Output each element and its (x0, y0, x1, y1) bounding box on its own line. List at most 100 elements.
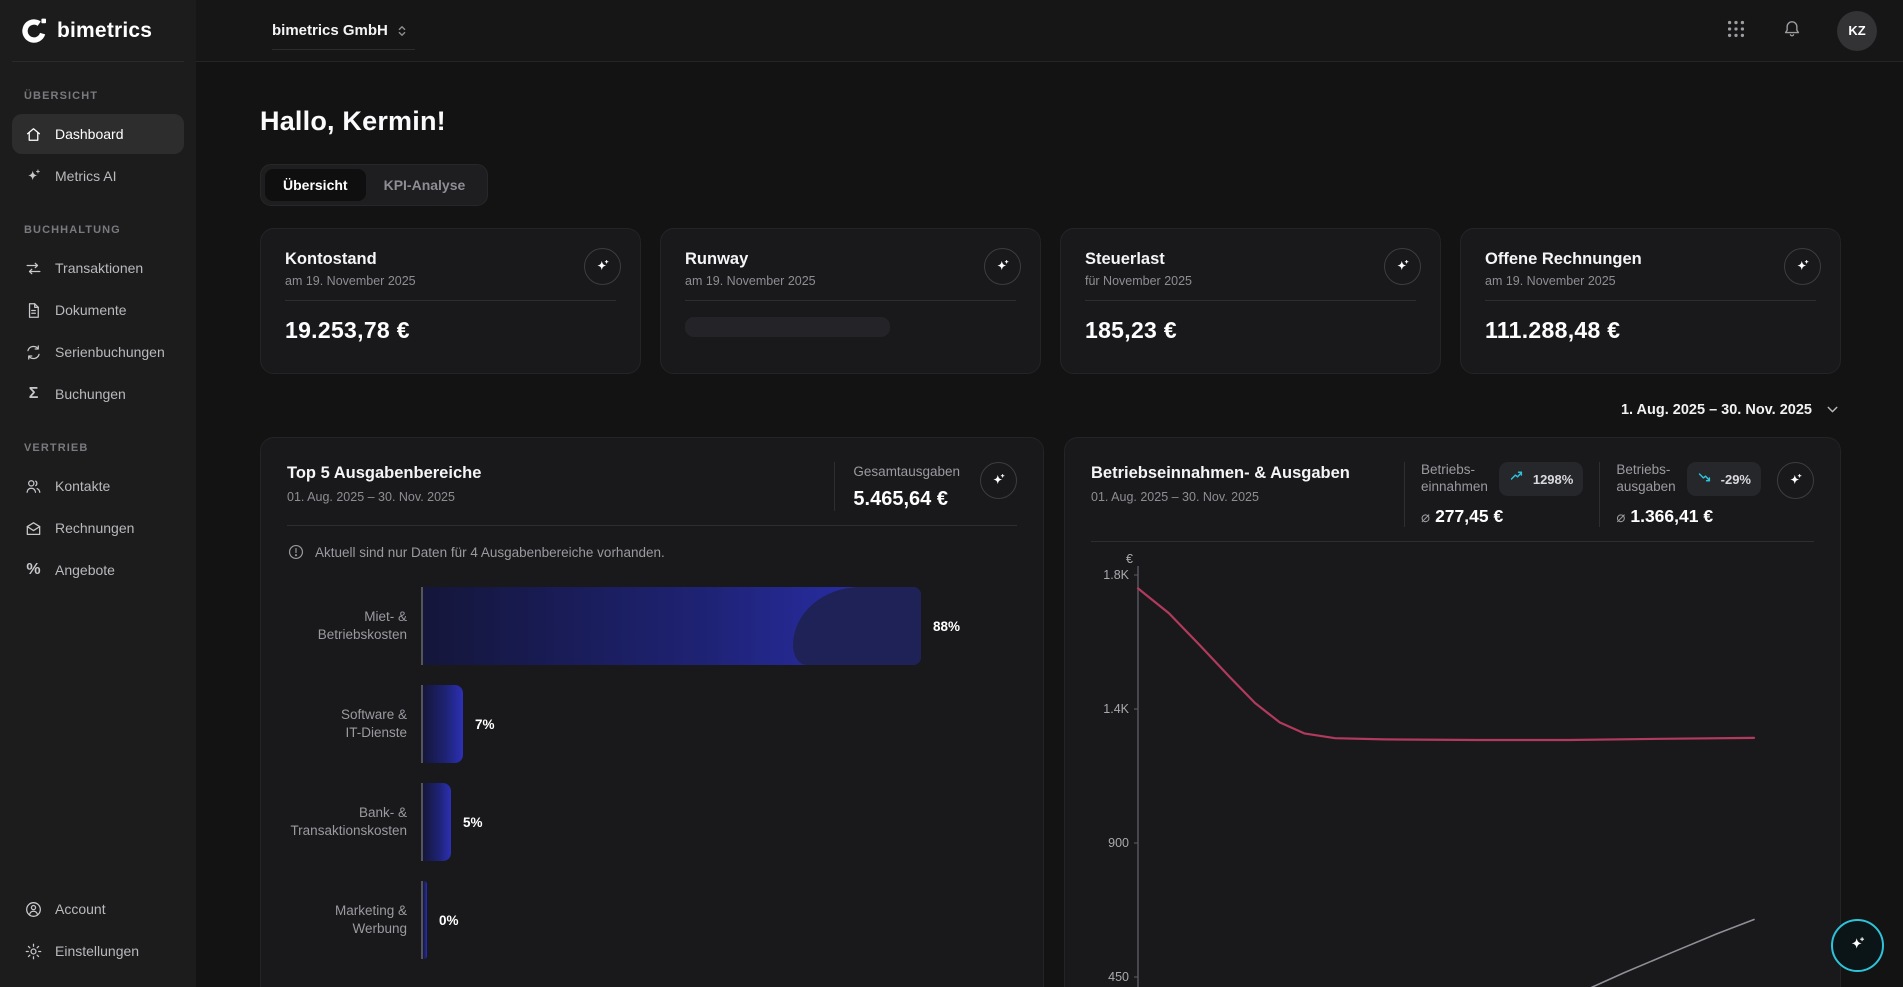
ai-sparkle-button[interactable] (984, 248, 1021, 285)
apps-grid-button[interactable] (1725, 18, 1747, 43)
stat-value: ⌀277,45 € (1421, 506, 1583, 527)
tab-kpi-analyse[interactable]: KPI-Analyse (366, 169, 484, 201)
cashflow-subtitle: 01. Aug. 2025 – 30. Nov. 2025 (1091, 490, 1404, 504)
total-expenses-value: 5.465,64 € (853, 488, 960, 511)
sidebar-item-serienbuchungen[interactable]: Serienbuchungen (12, 332, 184, 372)
y-axis-tick: 450 (1108, 970, 1129, 984)
expenses-title: Top 5 Ausgabenbereiche (287, 464, 834, 483)
bar[interactable] (423, 685, 463, 763)
kpi-value: 111.288,48 € (1485, 317, 1816, 344)
header-divider (1091, 541, 1814, 542)
ai-sparkle-button[interactable] (1384, 248, 1421, 285)
expenses-header: Top 5 Ausgabenbereiche 01. Aug. 2025 – 3… (287, 462, 1017, 511)
bar-row: Bank- &Transaktionskosten 5% (287, 783, 1017, 861)
kpi-divider (1485, 300, 1816, 301)
bar-value-label: 88% (933, 619, 960, 634)
envelope-icon (24, 519, 43, 538)
kpi-divider (685, 300, 1016, 301)
kpi-title: Steuerlast (1085, 250, 1416, 269)
main-area: bimetrics GmbH (196, 0, 1903, 987)
user-avatar[interactable]: KZ (1837, 11, 1877, 51)
bar[interactable] (423, 587, 921, 665)
trend-badge: -29% (1687, 462, 1761, 496)
sidebar-item-metrics-ai[interactable]: Metrics AI (12, 156, 184, 196)
series-betriebsausgaben (1138, 588, 1754, 740)
kpi-title: Kontostand (285, 250, 616, 269)
kpi-card-kontostand: Kontostand am 19. November 2025 19.253,7… (260, 228, 641, 374)
sidebar-item-buchungen[interactable]: Σ Buchungen (12, 374, 184, 414)
kpi-card-runway: Runway am 19. November 2025 (660, 228, 1041, 374)
sidebar-item-label: Dashboard (55, 126, 124, 142)
y-axis-tick: 1.8K (1103, 568, 1129, 582)
sidebar-item-label: Account (55, 901, 106, 917)
ai-sparkle-button[interactable] (584, 248, 621, 285)
data-notice: Aktuell sind nur Daten für 4 Ausgabenber… (287, 543, 1017, 561)
bar-zone: 0% (421, 881, 1017, 959)
sidebar-item-dashboard[interactable]: Dashboard (12, 114, 184, 154)
sidebar-item-einstellungen[interactable]: Einstellungen (12, 931, 184, 971)
sidebar-item-account[interactable]: Account (12, 889, 184, 929)
kpi-ai-chip (984, 248, 1021, 285)
ai-sparkle-button[interactable] (1777, 462, 1814, 499)
view-tabs: Übersicht KPI-Analyse (260, 164, 488, 206)
kpi-subtitle: für November 2025 (1085, 274, 1416, 288)
y-axis-unit: € (1126, 552, 1133, 566)
total-expenses-block: Gesamtausgaben 5.465,64 € (834, 462, 964, 511)
kpi-value: 19.253,78 € (285, 317, 616, 344)
cashflow-chart-card: Betriebseinnahmen- & Ausgaben 01. Aug. 2… (1064, 437, 1841, 987)
info-icon (287, 543, 305, 561)
sidebar-item-label: Angebote (55, 562, 115, 578)
topbar-actions: KZ (1725, 11, 1877, 51)
sigma-icon: Σ (24, 385, 43, 404)
bar-zone: 88% (421, 587, 1017, 665)
brand-logo[interactable]: bimetrics (12, 0, 184, 62)
ai-assistant-fab[interactable] (1831, 919, 1884, 972)
chevron-updown-icon (395, 24, 409, 38)
sidebar-section-label: VERTRIEB (12, 442, 184, 454)
trend-badge: 1298% (1499, 462, 1583, 496)
company-name: bimetrics GmbH (272, 22, 388, 39)
cashflow-stats: Betriebs-einnahmen 1298% ⌀277,45 € Betri… (1404, 462, 1761, 527)
bimetrics-logo-icon (21, 17, 48, 44)
percent-icon: % (24, 561, 43, 580)
stat-label: Betriebs-einnahmen (1421, 462, 1488, 496)
bar[interactable] (423, 881, 427, 959)
bar[interactable] (423, 783, 451, 861)
sidebar-item-kontakte[interactable]: Kontakte (12, 466, 184, 506)
sidebar-item-label: Metrics AI (55, 168, 116, 184)
daterange-label: 1. Aug. 2025 – 30. Nov. 2025 (1621, 402, 1812, 418)
sidebar-item-rechnungen[interactable]: Rechnungen (12, 508, 184, 548)
daterange-selector[interactable]: 1. Aug. 2025 – 30. Nov. 2025 (1621, 401, 1841, 418)
app-root: bimetrics ÜBERSICHT Dashboard Metrics AI… (0, 0, 1903, 987)
sidebar-item-dokumente[interactable]: Dokumente (12, 290, 184, 330)
gear-icon (24, 942, 43, 961)
sidebar-item-label: Transaktionen (55, 260, 143, 276)
ai-sparkle-button[interactable] (980, 462, 1017, 499)
kpi-ai-chip (1384, 248, 1421, 285)
notifications-button[interactable] (1781, 18, 1803, 43)
ai-sparkle-button[interactable] (1784, 248, 1821, 285)
series-betriebseinnahmen (1582, 920, 1755, 987)
bar-category-label: Marketing &Werbung (287, 902, 421, 937)
bar-zone: 7% (421, 685, 1017, 763)
grid-dots-icon (1725, 18, 1747, 43)
tab-uebersicht[interactable]: Übersicht (265, 169, 366, 201)
sidebar: bimetrics ÜBERSICHT Dashboard Metrics AI… (0, 0, 196, 987)
bar-category-label: Bank- &Transaktionskosten (287, 804, 421, 839)
dashboard-content: Hallo, Kermin! Übersicht KPI-Analyse Kon… (196, 62, 1903, 987)
company-selector[interactable]: bimetrics GmbH (272, 22, 409, 39)
sidebar-item-transaktionen[interactable]: Transaktionen (12, 248, 184, 288)
sidebar-item-angebote[interactable]: % Angebote (12, 550, 184, 590)
kpi-title: Offene Rechnungen (1485, 250, 1816, 269)
daterange-row: 1. Aug. 2025 – 30. Nov. 2025 (260, 401, 1841, 418)
stat-betriebs-einnahmen: Betriebs-einnahmen 1298% ⌀277,45 € (1404, 462, 1583, 527)
kpi-subtitle: am 19. November 2025 (685, 274, 1016, 288)
bar-value-label: 7% (475, 717, 495, 732)
sparkle-icon (1848, 935, 1867, 957)
sidebar-item-label: Serienbuchungen (55, 344, 165, 360)
trend-badge-value: -29% (1721, 472, 1751, 487)
account-icon (24, 900, 43, 919)
arrows-lr-icon (24, 259, 43, 278)
kpi-ai-chip (1784, 248, 1821, 285)
kpi-card-offene-rechnungen: Offene Rechnungen am 19. November 2025 1… (1460, 228, 1841, 374)
